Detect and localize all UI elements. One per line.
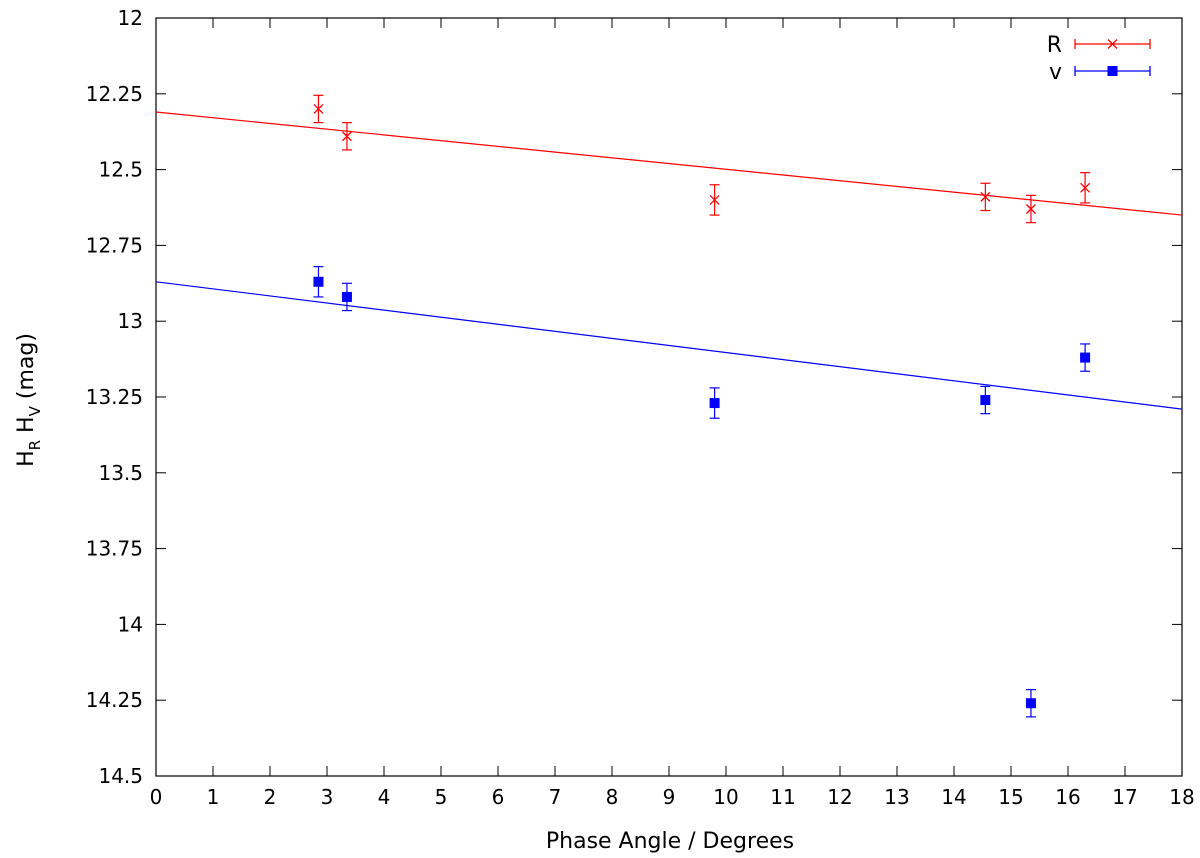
point-v-marker: [313, 276, 324, 287]
point-r-marker: [1080, 182, 1091, 193]
x-tick-label: 18: [1169, 785, 1194, 809]
y-tick-label: 12.5: [98, 158, 143, 182]
x-tick-label: 13: [884, 785, 909, 809]
fit-lines: [155, 111, 1183, 410]
y-axis-title: HR HV (mag): [14, 333, 44, 467]
point-v: [341, 282, 352, 312]
y-axis-title-unit: (mag): [14, 333, 39, 406]
point-v: [709, 387, 720, 419]
y-tick-label: 12: [118, 6, 143, 30]
y-tick-label: 13.75: [86, 537, 143, 561]
point-v-marker: [980, 395, 991, 406]
point-v-marker: [341, 291, 352, 302]
x-tick-label: 12: [827, 785, 852, 809]
point-v-marker: [1025, 698, 1036, 709]
x-tick-label: 15: [998, 785, 1023, 809]
y-tick-label: 13: [118, 309, 143, 333]
point-r: [1025, 194, 1036, 224]
point-r-marker: [980, 191, 991, 202]
legend-v-label: v: [1049, 60, 1062, 85]
data-points: [313, 94, 1091, 718]
legend: Rv: [1047, 33, 1151, 85]
y-tick-label: 12.75: [86, 233, 143, 257]
x-tick-label: 9: [663, 785, 676, 809]
x-tick-label: 3: [321, 785, 334, 809]
point-r: [709, 184, 720, 216]
x-tick-label: 14: [941, 785, 966, 809]
x-tick-label: 17: [1112, 785, 1137, 809]
point-r: [341, 122, 352, 151]
point-r-marker: [1025, 204, 1036, 214]
y-axis-title-h2: H: [14, 416, 39, 440]
x-tick-label: 16: [1055, 785, 1080, 809]
point-v: [1080, 343, 1091, 372]
x-tick-label: 6: [492, 785, 505, 809]
legend-v-marker: [1107, 66, 1118, 76]
x-tick-label: 10: [713, 785, 738, 809]
y-axis-title-sub2: V: [26, 405, 44, 416]
x-tick-label: 0: [150, 785, 163, 809]
y-axis-title-h1: H: [14, 450, 39, 467]
x-tick-label: 11: [770, 785, 795, 809]
point-v: [1025, 688, 1036, 718]
x-tick-label: 5: [435, 785, 448, 809]
x-tick-label: 7: [549, 785, 562, 809]
point-r-marker: [709, 194, 720, 205]
x-tick-label: 2: [264, 785, 277, 809]
point-v: [980, 385, 991, 415]
y-tick-label: 14.5: [98, 764, 143, 788]
point-v-marker: [709, 398, 720, 409]
x-axis-ticks: 0 1 2 3 4 5 6 7 8 9 10 11 12 13 14 15 16 17 18: [150, 18, 1195, 809]
y-tick-label: 12.25: [86, 82, 143, 106]
y-tick-label: 13.25: [86, 385, 143, 409]
y-tick-label: 13.5: [98, 461, 143, 485]
x-tick-label: 4: [378, 785, 391, 809]
legend-r-label: R: [1047, 33, 1062, 58]
y-axis-title-sub1: R: [26, 440, 44, 450]
y-tick-label: 14: [118, 612, 143, 636]
legend-r-marker: [1107, 39, 1118, 49]
point-r: [1080, 172, 1091, 204]
y-tick-label: 14.25: [86, 688, 143, 712]
fit-line-v: [155, 281, 1183, 410]
x-tick-label: 8: [606, 785, 619, 809]
y-axis-ticks: 12 12.25 12.5 12.75 13 13.25 13.5 13.75 14 14.25 1…: [86, 6, 1182, 788]
fit-line-r: [155, 111, 1183, 216]
plot-frame: [155, 17, 1183, 777]
point-r-marker: [313, 104, 324, 114]
plot-border: [155, 17, 1183, 777]
point-r-marker: [341, 131, 352, 142]
point-r: [980, 182, 991, 212]
point-v-marker: [1080, 352, 1091, 363]
point-r: [313, 94, 324, 124]
x-tick-label: 1: [207, 785, 220, 809]
x-axis-title: Phase Angle / Degrees: [546, 829, 794, 854]
point-v: [313, 266, 324, 298]
